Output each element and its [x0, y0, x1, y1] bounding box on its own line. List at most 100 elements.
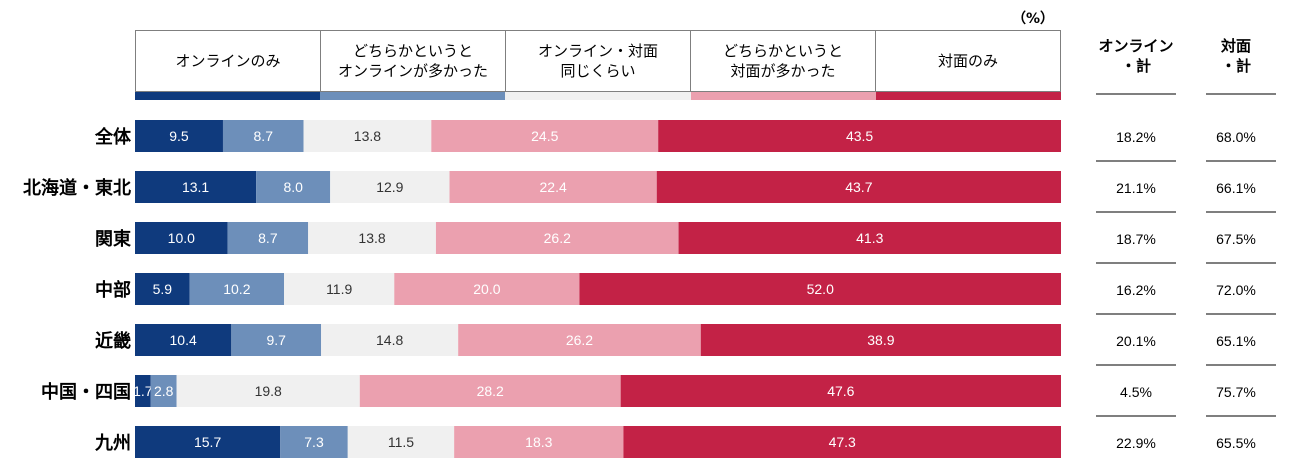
data-label: 10.2 — [223, 281, 250, 297]
category-label: 九州 — [94, 433, 131, 454]
legend-swatch-face-only — [875, 92, 1062, 100]
category-label: 近畿 — [95, 330, 131, 352]
category-label: 中国・四国 — [41, 381, 131, 403]
summary-online-value: 16.2% — [1116, 282, 1156, 298]
data-label: 15.7 — [194, 434, 221, 450]
data-label: 24.5 — [531, 128, 558, 144]
legend-swatch-mostly-face — [690, 92, 876, 100]
data-label: 52.0 — [807, 281, 834, 297]
summary-online-value: 20.1% — [1116, 333, 1156, 349]
bar-segment — [284, 273, 395, 305]
category-label: 関東 — [95, 228, 131, 250]
legend-mostly-online: どちらかというと オンラインが多かった — [320, 31, 505, 91]
data-label: 7.3 — [304, 434, 324, 450]
bar-segment — [700, 324, 1061, 356]
data-label: 26.2 — [566, 332, 593, 348]
data-label: 14.8 — [376, 332, 403, 348]
bar-segment — [135, 426, 281, 458]
summary-online-value: 18.2% — [1116, 129, 1156, 145]
bar-segment — [135, 375, 151, 407]
data-label: 5.9 — [153, 281, 173, 297]
bar-segment — [303, 120, 432, 152]
bar-segment — [458, 324, 701, 356]
data-label: 43.5 — [846, 128, 873, 144]
legend-swatch-mostly-online — [320, 92, 506, 100]
bar-segment — [359, 375, 621, 407]
data-label: 28.2 — [477, 383, 504, 399]
unit-label: （%） — [1012, 11, 1055, 27]
bar-segment — [394, 273, 580, 305]
data-label: 1.7 — [133, 383, 153, 399]
data-label: 10.4 — [170, 332, 197, 348]
bar-segment — [280, 426, 348, 458]
summary-header-face: 対面 ・計 — [1220, 37, 1251, 75]
legend-table: オンラインのみ どちらかというと オンラインが多かった オンライン・対面 同じく… — [135, 30, 1061, 92]
data-label: 22.4 — [540, 179, 567, 195]
bar-segment — [330, 171, 450, 203]
data-label: 19.8 — [255, 383, 282, 399]
bar-segment — [623, 426, 1061, 458]
summary-face-value: 67.5% — [1216, 231, 1256, 247]
bar-segment — [656, 171, 1061, 203]
data-label: 11.5 — [388, 434, 414, 450]
data-label: 9.5 — [169, 128, 189, 144]
summary-face-value: 65.5% — [1216, 435, 1256, 451]
bar-segment — [620, 375, 1061, 407]
data-label: 26.2 — [544, 230, 571, 246]
summary-face-value: 65.1% — [1216, 333, 1256, 349]
data-label: 13.1 — [182, 179, 209, 195]
summary-face-value: 68.0% — [1216, 129, 1256, 145]
data-label: 18.3 — [525, 434, 552, 450]
data-label: 8.7 — [258, 230, 278, 246]
data-label: 13.8 — [358, 230, 385, 246]
summary-face-value: 66.1% — [1216, 180, 1256, 196]
data-label: 10.0 — [168, 230, 195, 246]
bar-segment — [256, 171, 331, 203]
summary-online-value: 21.1% — [1116, 180, 1156, 196]
bar-segment — [431, 120, 659, 152]
bar-segment — [135, 171, 257, 203]
bar-segment — [321, 324, 459, 356]
legend-mostly-face: どちらかというと 対面が多かった — [690, 31, 875, 91]
data-label: 11.9 — [326, 281, 352, 297]
bar-segment — [678, 222, 1061, 254]
bar-segment — [658, 120, 1061, 152]
legend-online-only: オンラインのみ — [175, 52, 281, 70]
data-label: 13.8 — [354, 128, 381, 144]
data-label: 38.9 — [867, 332, 894, 348]
data-label: 8.0 — [283, 179, 303, 195]
data-label: 9.7 — [266, 332, 286, 348]
data-label: 20.0 — [473, 281, 500, 297]
bar-segment — [135, 273, 190, 305]
category-label: 北海道・東北 — [23, 177, 131, 199]
data-label: 41.3 — [856, 230, 883, 246]
summary-face-value: 75.7% — [1216, 384, 1256, 400]
summary-header-online: オンライン ・計 — [1098, 37, 1174, 75]
bar-segment — [189, 273, 285, 305]
category-label: 全体 — [94, 126, 132, 148]
data-label: 8.7 — [254, 128, 274, 144]
legend-swatches — [135, 92, 1062, 100]
category-label: 中部 — [95, 279, 131, 301]
summary-online-value: 4.5% — [1120, 384, 1152, 400]
bar-segment — [227, 222, 309, 254]
bar-segment — [231, 324, 322, 356]
bar-segment — [135, 120, 223, 152]
data-label: 2.8 — [154, 383, 174, 399]
bar-segment — [135, 222, 228, 254]
bar-segment — [579, 273, 1061, 305]
legend-swatch-equal — [505, 92, 691, 100]
bar-segment — [135, 324, 232, 356]
data-label: 47.6 — [827, 383, 854, 399]
bar-segment — [150, 375, 177, 407]
data-label: 43.7 — [845, 179, 872, 195]
bar-segment — [222, 120, 304, 152]
bar-segment — [176, 375, 360, 407]
legend-face-only: 対面のみ — [875, 31, 1060, 91]
legend-equal: オンライン・対面 同じくらい — [505, 31, 690, 91]
data-label: 12.9 — [376, 179, 403, 195]
bar-segment — [347, 426, 455, 458]
summary-online-value: 22.9% — [1116, 435, 1156, 451]
bar-segment — [435, 222, 679, 254]
